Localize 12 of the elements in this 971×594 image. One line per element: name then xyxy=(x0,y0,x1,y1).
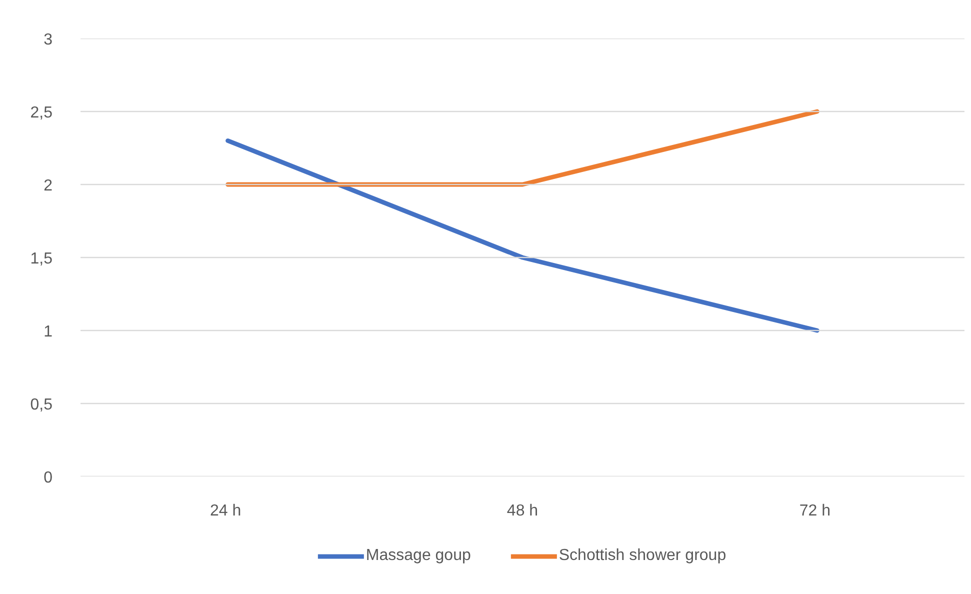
x-tick-label: 24 h xyxy=(210,502,242,520)
y-tick-label: 0 xyxy=(44,470,53,486)
y-tick-label: 1 xyxy=(44,324,53,340)
y-tick-label: 1,5 xyxy=(30,250,53,268)
y-tick-label: 3 xyxy=(44,32,53,48)
legend-label: Massage goup xyxy=(366,547,471,565)
legend-label: Schottish shower group xyxy=(558,547,726,565)
y-tick-label: 2,5 xyxy=(30,104,53,122)
y-tick-label: 2 xyxy=(44,178,53,194)
x-tick-label: 48 h xyxy=(506,502,538,520)
x-tick-label: 72 h xyxy=(799,502,831,520)
y-tick-label: 0,5 xyxy=(30,396,53,414)
